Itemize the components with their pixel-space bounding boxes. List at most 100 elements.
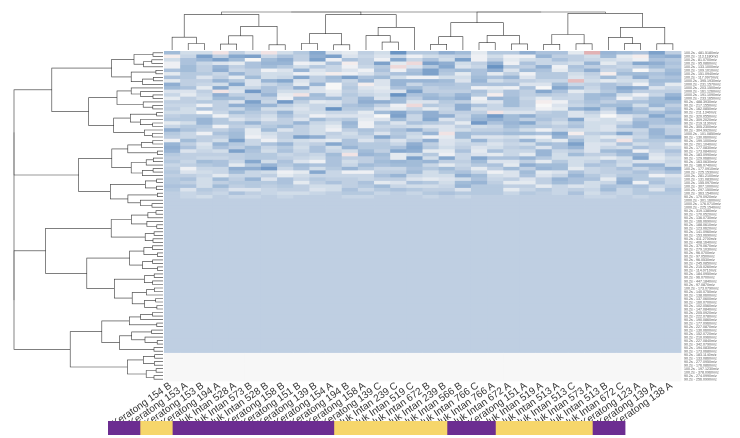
heatmap-cell bbox=[164, 307, 181, 312]
heatmap-cell bbox=[600, 307, 617, 312]
heatmap-cell bbox=[584, 356, 601, 361]
heatmap-cell bbox=[438, 237, 456, 241]
heatmap-cell bbox=[357, 342, 375, 347]
heatmap-cell bbox=[551, 324, 569, 329]
heatmap-cell bbox=[228, 194, 246, 199]
dendrogram-branch bbox=[152, 122, 163, 127]
heatmap-cell bbox=[164, 328, 181, 333]
dendrogram-branch bbox=[143, 247, 158, 255]
heatmap-cell bbox=[180, 124, 197, 129]
heatmap-cell bbox=[293, 194, 310, 199]
heatmap-cell bbox=[470, 184, 488, 189]
heatmap-cell bbox=[277, 373, 294, 378]
heatmap-cell bbox=[438, 58, 456, 62]
heatmap-cell bbox=[309, 261, 326, 266]
heatmap-cell bbox=[390, 373, 407, 378]
row-label: 90.2s - 141.0960m/z bbox=[684, 230, 717, 234]
heatmap-cell bbox=[422, 282, 440, 287]
heatmap-cell bbox=[244, 149, 262, 154]
heatmap-cell bbox=[374, 89, 391, 94]
heatmap-cell bbox=[487, 216, 504, 220]
heatmap-cell bbox=[357, 356, 375, 361]
heatmap-cell bbox=[551, 254, 569, 259]
heatmap-cell bbox=[422, 226, 440, 231]
heatmap-cell bbox=[180, 103, 197, 108]
heatmap-cell bbox=[519, 184, 536, 189]
heatmap-cell bbox=[632, 138, 650, 143]
dendrogram-branch bbox=[130, 71, 156, 82]
heatmap-cell bbox=[309, 314, 326, 319]
heatmap-cell bbox=[632, 240, 650, 245]
heatmap-cell bbox=[406, 159, 423, 164]
heatmap-cell bbox=[390, 58, 407, 62]
heatmap-cell bbox=[632, 135, 650, 140]
heatmap-cell bbox=[648, 149, 666, 154]
heatmap-cell bbox=[293, 65, 310, 69]
heatmap-cell bbox=[454, 93, 472, 98]
heatmap-cell bbox=[664, 233, 682, 238]
heatmap-cell bbox=[164, 359, 181, 364]
heatmap-cell bbox=[503, 251, 520, 256]
heatmap-cell bbox=[519, 170, 536, 175]
heatmap-cell bbox=[551, 93, 569, 98]
heatmap-cell bbox=[196, 370, 213, 375]
heatmap-cell bbox=[293, 310, 310, 315]
heatmap-cell bbox=[164, 61, 181, 66]
heatmap-cell bbox=[470, 345, 488, 350]
heatmap-cell bbox=[277, 51, 294, 55]
heatmap-cell bbox=[309, 300, 326, 305]
heatmap-cell bbox=[551, 237, 569, 241]
heatmap-cell bbox=[567, 51, 585, 55]
heatmap-cell bbox=[260, 187, 278, 192]
heatmap-cell bbox=[567, 296, 585, 301]
heatmap-cell bbox=[293, 289, 310, 294]
row-label: 100.2s - 225.1530m/z bbox=[684, 170, 719, 174]
heatmap-cell bbox=[438, 352, 456, 357]
heatmap-cell bbox=[180, 170, 197, 175]
heatmap-cell bbox=[567, 135, 585, 140]
heatmap-cell bbox=[454, 275, 472, 280]
heatmap-cell bbox=[616, 177, 633, 182]
heatmap-cell bbox=[519, 349, 536, 354]
heatmap-cell bbox=[438, 226, 456, 231]
heatmap-cell bbox=[600, 135, 617, 140]
heatmap-cell bbox=[454, 208, 472, 213]
heatmap-cell bbox=[164, 233, 181, 238]
heatmap-cell bbox=[632, 373, 650, 378]
heatmap-cell bbox=[600, 180, 617, 185]
heatmap-cell bbox=[632, 282, 650, 287]
heatmap-cell bbox=[341, 138, 359, 143]
heatmap-cell bbox=[357, 370, 375, 375]
heatmap-cell bbox=[470, 310, 488, 315]
heatmap-cell bbox=[600, 237, 617, 241]
heatmap-cell bbox=[357, 272, 375, 277]
heatmap-cell bbox=[438, 289, 456, 294]
heatmap-cell bbox=[357, 307, 375, 312]
heatmap-cell bbox=[664, 166, 682, 171]
heatmap-cell bbox=[470, 303, 488, 308]
heatmap-cell bbox=[277, 152, 294, 157]
heatmap-cell bbox=[664, 265, 682, 270]
heatmap-cell bbox=[584, 247, 601, 252]
heatmap-cell bbox=[454, 317, 472, 322]
heatmap-cell bbox=[244, 303, 262, 308]
heatmap-cell bbox=[616, 159, 633, 164]
dendrogram-branch bbox=[377, 27, 415, 50]
heatmap-cell bbox=[164, 335, 181, 340]
heatmap-cell bbox=[228, 163, 246, 168]
heatmap-cell bbox=[519, 135, 536, 140]
heatmap-cell bbox=[664, 216, 682, 220]
heatmap-cell bbox=[293, 345, 310, 350]
heatmap-cell bbox=[390, 86, 407, 91]
heatmap-cell bbox=[422, 366, 440, 371]
dendrogram-branch bbox=[365, 35, 391, 50]
heatmap-cell bbox=[438, 303, 456, 308]
heatmap-cell bbox=[503, 170, 520, 175]
heatmap-cell bbox=[390, 244, 407, 248]
heatmap-cell bbox=[390, 261, 407, 266]
heatmap-cell bbox=[648, 212, 666, 217]
heatmap-cell bbox=[438, 107, 456, 112]
heatmap-cell bbox=[277, 324, 294, 329]
heatmap-cell bbox=[616, 370, 633, 375]
